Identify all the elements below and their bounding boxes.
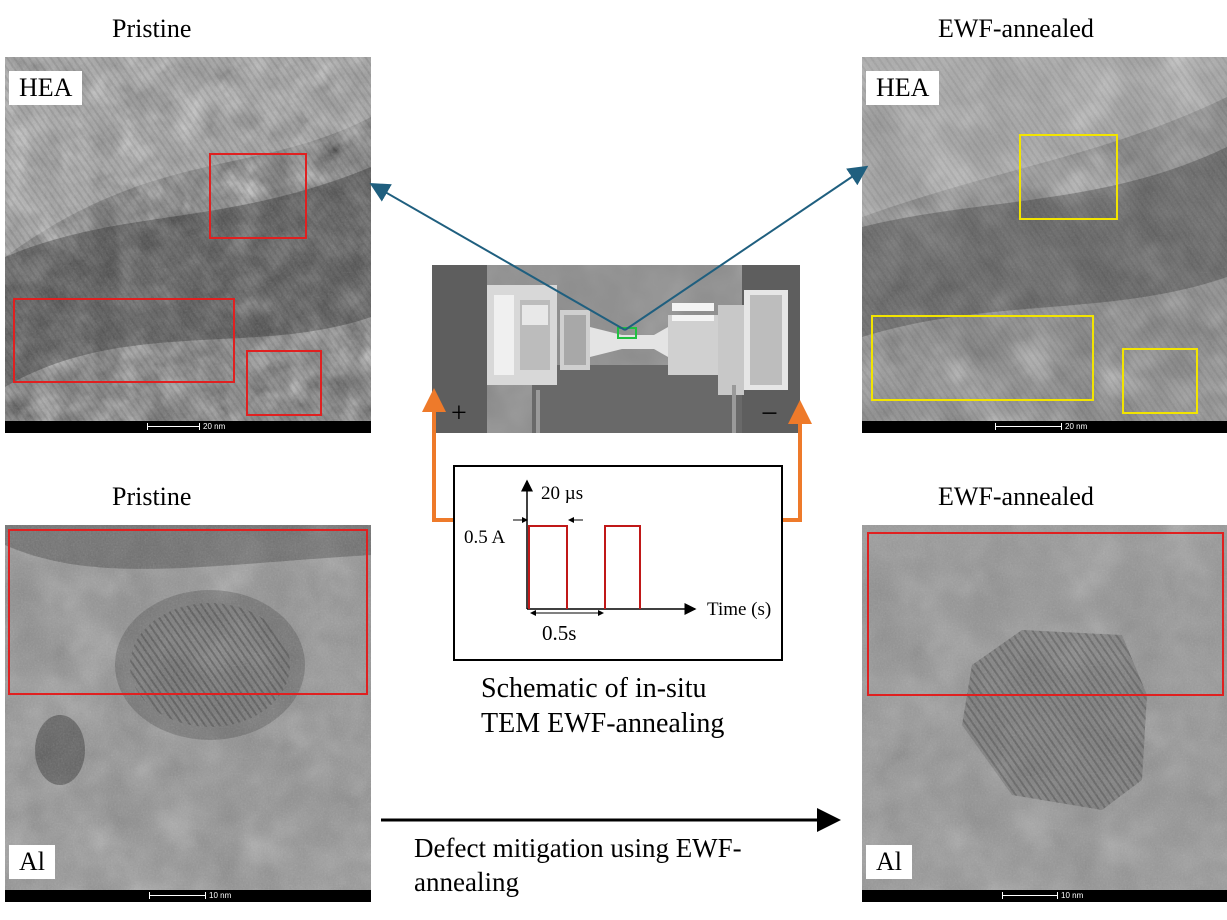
current-label: 0.5 A [464,527,506,548]
scale-bar-label: 20 nm [1065,422,1088,431]
caption-bottom-left: Pristine [112,482,192,511]
tem-texture [5,525,371,902]
pulse-1 [528,525,568,609]
process-caption-line2: annealing [414,867,519,897]
caption-bottom-right: EWF-annealed [938,482,1094,511]
pulse-plot [513,479,697,616]
caption-top-right: EWF-annealed [938,14,1094,43]
scale-bar: 20 nm [862,421,1227,433]
panel-label: Al [866,845,912,879]
sem-image-device [432,265,800,433]
defect-box [209,153,307,239]
process-caption-line1: Defect mitigation using EWF- [414,833,742,863]
annealed-box [1122,348,1198,414]
region-box [867,532,1224,696]
defect-box [246,350,322,416]
scale-bar-label: 10 nm [1061,891,1084,900]
tem-image-hea-annealed: HEA 20 nm [862,57,1227,433]
tem-texture [862,525,1227,902]
pulse-2 [604,525,641,609]
annealed-box [871,315,1094,401]
defect-box [8,529,368,695]
tem-texture [5,57,371,433]
schematic-caption-line2: TEM EWF-annealing [481,708,725,739]
annealed-box [1019,134,1118,220]
tem-image-al-pristine: Al 10 nm [5,525,371,902]
pulse-schematic: 20 µs 0.5 A 0.5s Time (s) [453,465,783,661]
panel-label: HEA [866,71,940,105]
pointer-arrow-right [624,165,869,331]
panel-label: Al [9,845,55,879]
plus-terminal: + [451,398,467,429]
tem-image-hea-pristine: HEA 20 nm [5,57,371,433]
scale-bar: 20 nm [5,421,371,433]
sem-device-drawing [432,265,800,433]
caption-top-left: Pristine [112,14,192,43]
electrode-arrow-left [422,388,453,522]
scale-bar-label: 10 nm [209,891,232,900]
defect-box [13,298,235,383]
panel-label: HEA [9,71,83,105]
tem-texture [862,57,1227,433]
scale-bar: 10 nm [5,890,371,902]
schematic-caption-line1: Schematic of in-situ [481,673,707,704]
scale-bar: 10 nm [862,890,1227,902]
period-label: 0.5s [542,621,577,645]
scale-bar-label: 20 nm [203,422,226,431]
x-axis-label: Time (s) [707,599,772,620]
tem-image-al-annealed: Al 10 nm [862,525,1227,902]
minus-terminal: − [761,397,778,430]
pointer-arrow-left [369,183,626,331]
electrode-arrow-right [783,400,812,522]
pulse-width-label: 20 µs [541,483,584,504]
